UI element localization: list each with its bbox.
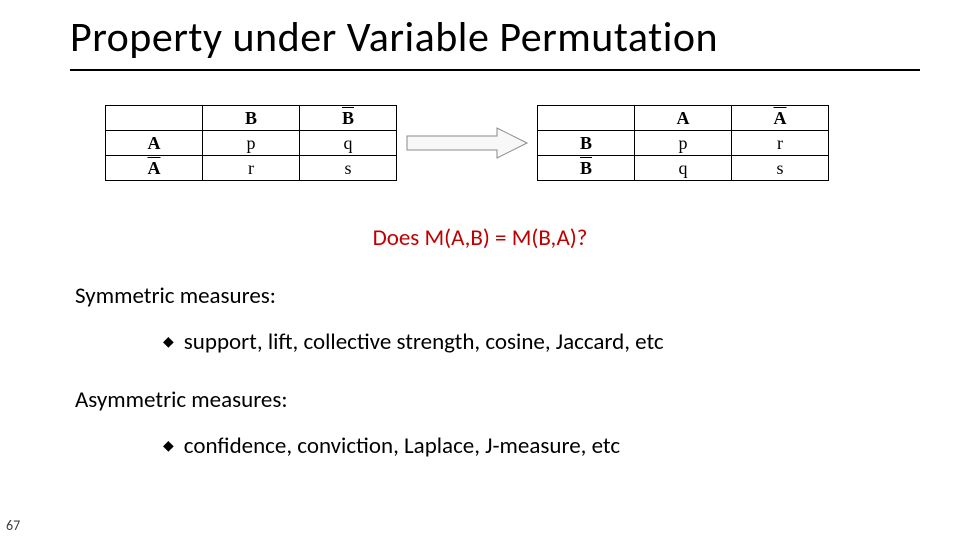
row-header: B <box>538 131 635 156</box>
symmetric-items: support, lift, collective strength, cosi… <box>184 328 664 356</box>
slide: Property under Variable Permutation B B … <box>0 0 960 540</box>
row-header: A <box>106 131 203 156</box>
symmetric-heading: Symmetric measures: <box>75 282 900 310</box>
contingency-table-left: B B A p q A r s <box>105 105 397 181</box>
table-cell-empty <box>106 106 203 131</box>
table-cell: r <box>732 131 829 156</box>
col-header-complement: B <box>300 106 397 131</box>
body-content: Symmetric measures: ◆ support, lift, col… <box>75 282 900 490</box>
table-cell-empty <box>538 106 635 131</box>
table-cell: s <box>300 156 397 181</box>
col-header-complement: A <box>732 106 829 131</box>
title-underline <box>70 69 920 71</box>
title-block: Property under Variable Permutation <box>70 12 920 71</box>
diamond-bullet-icon: ◆ <box>163 335 174 349</box>
table-cell: r <box>203 156 300 181</box>
row-header-complement: B <box>538 156 635 181</box>
col-header: A <box>635 106 732 131</box>
table-cell: p <box>203 131 300 156</box>
asymmetric-bullet: ◆ confidence, conviction, Laplace, J-mea… <box>163 432 900 460</box>
table-cell: p <box>635 131 732 156</box>
diamond-bullet-icon: ◆ <box>163 439 174 453</box>
question-text: Does M(A,B) = M(B,A)? <box>0 224 960 252</box>
row-header-complement: A <box>106 156 203 181</box>
symmetric-bullet: ◆ support, lift, collective strength, co… <box>163 328 900 356</box>
right-arrow-icon <box>402 123 532 163</box>
asymmetric-items: confidence, conviction, Laplace, J-measu… <box>184 432 620 460</box>
col-header: B <box>203 106 300 131</box>
arrow-container <box>397 123 537 163</box>
page-number: 67 <box>6 517 20 534</box>
table-cell: q <box>300 131 397 156</box>
tables-row: B B A p q A r s A A <box>105 105 900 181</box>
table-cell: s <box>732 156 829 181</box>
contingency-table-right: A A B p r B q s <box>537 105 829 181</box>
asymmetric-heading: Asymmetric measures: <box>75 386 900 414</box>
slide-title: Property under Variable Permutation <box>70 12 920 63</box>
table-cell: q <box>635 156 732 181</box>
